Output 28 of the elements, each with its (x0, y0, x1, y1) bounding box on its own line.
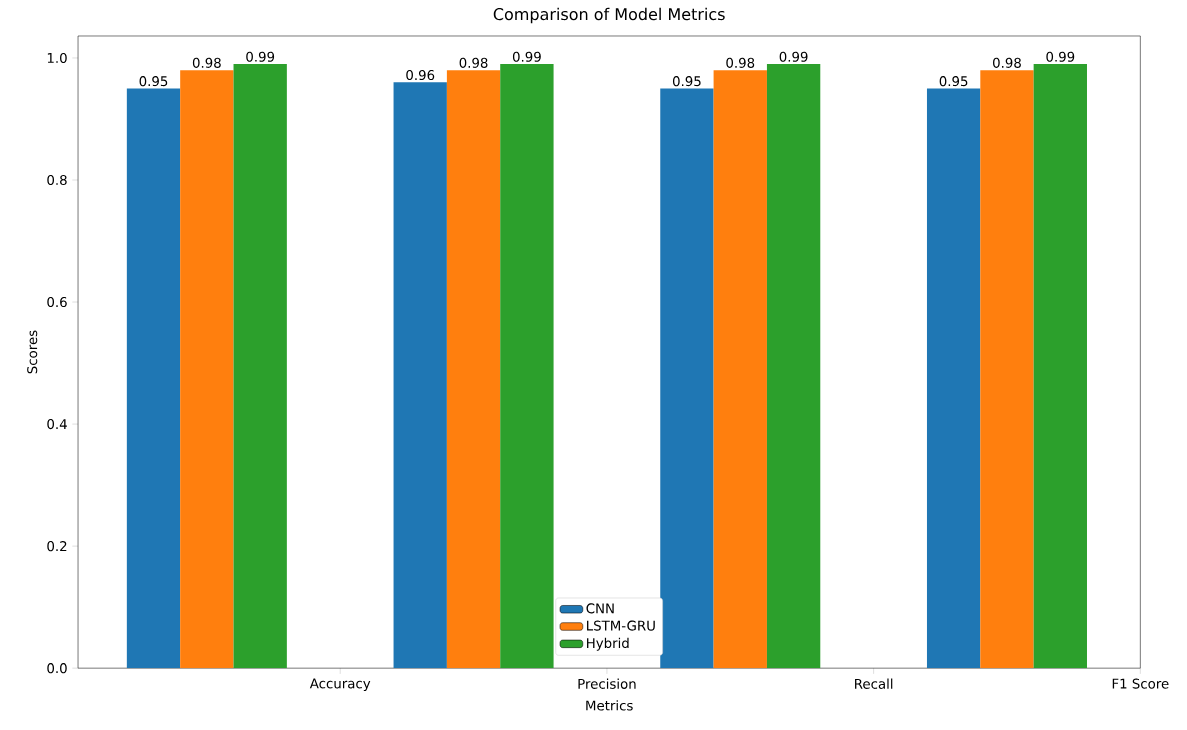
data-label: 0.99 (512, 51, 541, 62)
y-tick-label: 0.2 (47, 540, 67, 552)
x-tick-label: F1 Score (1112, 678, 1169, 689)
y-tick-label: 0.0 (47, 663, 67, 674)
legend-label: Hybrid (587, 637, 629, 651)
data-label: 0.99 (779, 51, 808, 62)
x-tick-label: Precision (578, 678, 636, 689)
data-label: 0.99 (1046, 51, 1075, 62)
y-tick-label: 0.6 (47, 296, 67, 307)
data-label: 0.98 (726, 57, 755, 68)
data-label: 0.98 (192, 57, 221, 68)
legend-label: CNN (586, 603, 614, 614)
chart-title: Comparison of Model Metrics (493, 7, 725, 24)
legend-label: LSTM-GRU (587, 620, 655, 631)
data-label: 0.95 (672, 76, 701, 87)
data-label: 0.99 (246, 51, 275, 62)
y-axis-title: Scores (27, 330, 38, 374)
data-label: 0.98 (993, 57, 1021, 68)
data-label: 0.96 (406, 69, 435, 81)
y-tick-label: 1.0 (47, 52, 67, 63)
data-label: 0.95 (139, 76, 168, 87)
y-tick-label: 0.8 (47, 174, 67, 185)
x-tick-label: Recall (855, 678, 893, 689)
x-axis-title: Metrics (586, 700, 633, 711)
data-label: 0.95 (939, 76, 968, 87)
x-tick-label: Accuracy (309, 678, 371, 691)
data-label: 0.98 (459, 57, 488, 68)
y-tick-label: 0.4 (47, 418, 67, 430)
